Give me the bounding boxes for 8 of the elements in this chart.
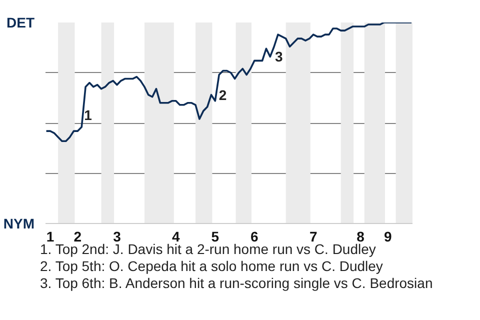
text: 3. Top 6th: B. Anderson hit a run-scoring single vs C. Bedrosian — [40, 275, 433, 292]
text: 2. Top 5th: O. Cepeda hit a solo home run vs C. Dudley — [40, 258, 384, 275]
annotation: 1 — [84, 106, 92, 123]
text: NYM — [3, 216, 35, 232]
text: DET — [6, 14, 35, 30]
x-tick-label: 9 — [384, 228, 392, 244]
annotation: 3 — [275, 48, 284, 65]
annotation: 2 — [218, 86, 227, 103]
